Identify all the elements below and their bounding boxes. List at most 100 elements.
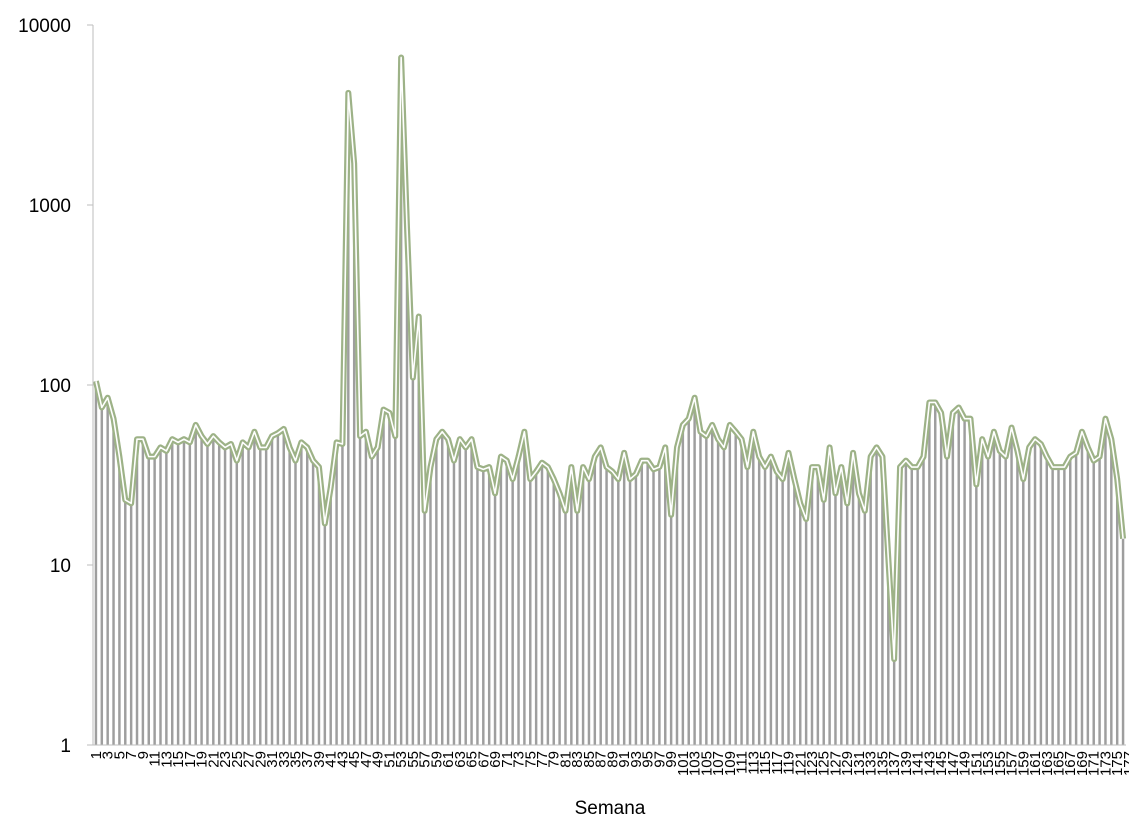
x-tick-label: 33: [276, 751, 293, 768]
x-tick-label: 51: [381, 751, 398, 768]
x-tick-label: 15: [170, 751, 187, 768]
x-tick-label: 7: [123, 751, 140, 759]
x-tick-label: 71: [499, 751, 516, 768]
x-tick-label: 61: [440, 751, 457, 768]
x-tick-label: 11: [147, 751, 164, 767]
x-tick-label: 81: [558, 751, 575, 768]
x-tick-label: 13: [158, 751, 175, 768]
x-tick-label: 3: [100, 751, 117, 759]
x-tick-label: 135: [874, 751, 891, 776]
x-tick-label: 105: [698, 751, 715, 776]
x-tick-label: 87: [593, 751, 610, 768]
x-tick-label: 39: [311, 751, 328, 768]
x-tick-label: 95: [640, 751, 657, 768]
x-tick-label: 35: [288, 751, 305, 768]
x-tick-label: 85: [581, 751, 598, 768]
x-tick-label: 137: [886, 751, 903, 776]
x-tick-label: 175: [1109, 751, 1126, 776]
x-tick-label: 29: [252, 751, 269, 768]
x-tick-label: 117: [769, 751, 786, 775]
x-tick-label: 121: [792, 751, 809, 776]
x-tick-label: 115: [757, 751, 774, 775]
x-tick-label: 47: [358, 751, 375, 768]
x-tick-label: 37: [299, 751, 316, 768]
x-tick-label: 1: [88, 751, 105, 759]
x-tick-label: 77: [534, 751, 551, 768]
x-tick-label: 167: [1062, 751, 1079, 776]
x-tick-label: 17: [182, 751, 199, 768]
x-tick-label: 89: [604, 751, 621, 768]
x-tick-label: 139: [898, 751, 915, 776]
x-tick-label: 149: [957, 751, 974, 776]
x-tick-label: 177: [1121, 751, 1129, 776]
x-tick-label: 133: [863, 751, 880, 776]
x-tick-label: 19: [194, 751, 211, 768]
x-tick-label: 165: [1051, 751, 1068, 776]
x-tick-label: 111: [734, 751, 751, 774]
y-tick-label: 10: [50, 556, 71, 577]
bars-group: [94, 57, 1125, 745]
x-tick-label: 141: [910, 751, 927, 776]
x-tick-label: 153: [980, 751, 997, 776]
x-tick-label: 159: [1015, 751, 1032, 776]
x-tick-label: 169: [1074, 751, 1091, 776]
x-tick-label: 151: [968, 751, 985, 776]
x-tick-label: 99: [663, 751, 680, 768]
x-tick-label: 73: [511, 751, 528, 768]
x-tick-label: 97: [651, 751, 668, 768]
y-tick-label: 100: [39, 376, 71, 397]
x-tick-label: 27: [241, 751, 258, 768]
x-tick-label: 113: [745, 751, 762, 775]
y-tick-label: 1: [60, 736, 71, 757]
x-tick-label: 119: [781, 751, 798, 775]
series-line-inner: [95, 56, 1124, 660]
y-tick-labels: 1 10 100 1000 10000: [18, 16, 71, 757]
x-tick-label: 79: [546, 751, 563, 768]
x-tick-label: 173: [1098, 751, 1115, 776]
x-tick-label: 53: [393, 751, 410, 768]
x-tick-label: 55: [405, 751, 422, 768]
x-tick-label: 59: [428, 751, 445, 768]
x-tick-label: 75: [522, 751, 539, 768]
x-tick-label: 107: [710, 751, 727, 776]
series-line-group: [93, 54, 1127, 663]
axes-group: [87, 24, 1126, 746]
x-tick-label: 157: [1004, 751, 1021, 776]
x-tick-label: 69: [487, 751, 504, 768]
x-tick-label: 45: [346, 751, 363, 768]
x-tick-label: 145: [933, 751, 950, 776]
x-tick-label: 123: [804, 751, 821, 776]
x-tick-label: 9: [135, 751, 152, 759]
x-tick-label: 65: [464, 751, 481, 768]
x-tick-label: 91: [616, 751, 633, 768]
x-tick-label: 93: [628, 751, 645, 768]
x-tick-label: 143: [921, 751, 938, 776]
x-tick-label: 25: [229, 751, 246, 768]
series-line-outline: [93, 54, 1127, 663]
x-tick-label: 49: [370, 751, 387, 768]
x-tick-label: 127: [828, 751, 845, 776]
x-tick-label: 57: [417, 751, 434, 768]
x-tick-label: 67: [475, 751, 492, 768]
x-tick-label: 131: [851, 751, 868, 776]
x-tick-label: 41: [323, 751, 340, 768]
x-axis-label: Semana: [575, 798, 646, 819]
x-tick-label: 163: [1039, 751, 1056, 776]
x-tick-label: 109: [722, 751, 739, 776]
x-tick-label: 129: [839, 751, 856, 776]
x-tick-label: 23: [217, 751, 234, 768]
x-tick-label: 171: [1086, 751, 1103, 776]
x-tick-label: 161: [1027, 751, 1044, 776]
x-tick-label: 103: [687, 751, 704, 776]
x-tick-label: 63: [452, 751, 469, 768]
x-tick-label: 5: [111, 751, 128, 759]
x-tick-label: 147: [945, 751, 962, 776]
x-tick-label: 101: [675, 751, 692, 776]
x-tick-label: 43: [334, 751, 351, 768]
x-tick-label: 31: [264, 751, 281, 768]
x-tick-label: 83: [569, 751, 586, 768]
y-tick-label: 10000: [18, 16, 71, 37]
x-tick-label: 155: [992, 751, 1009, 776]
x-tick-labels: 1357911131517192123252729313335373941434…: [88, 751, 1129, 776]
